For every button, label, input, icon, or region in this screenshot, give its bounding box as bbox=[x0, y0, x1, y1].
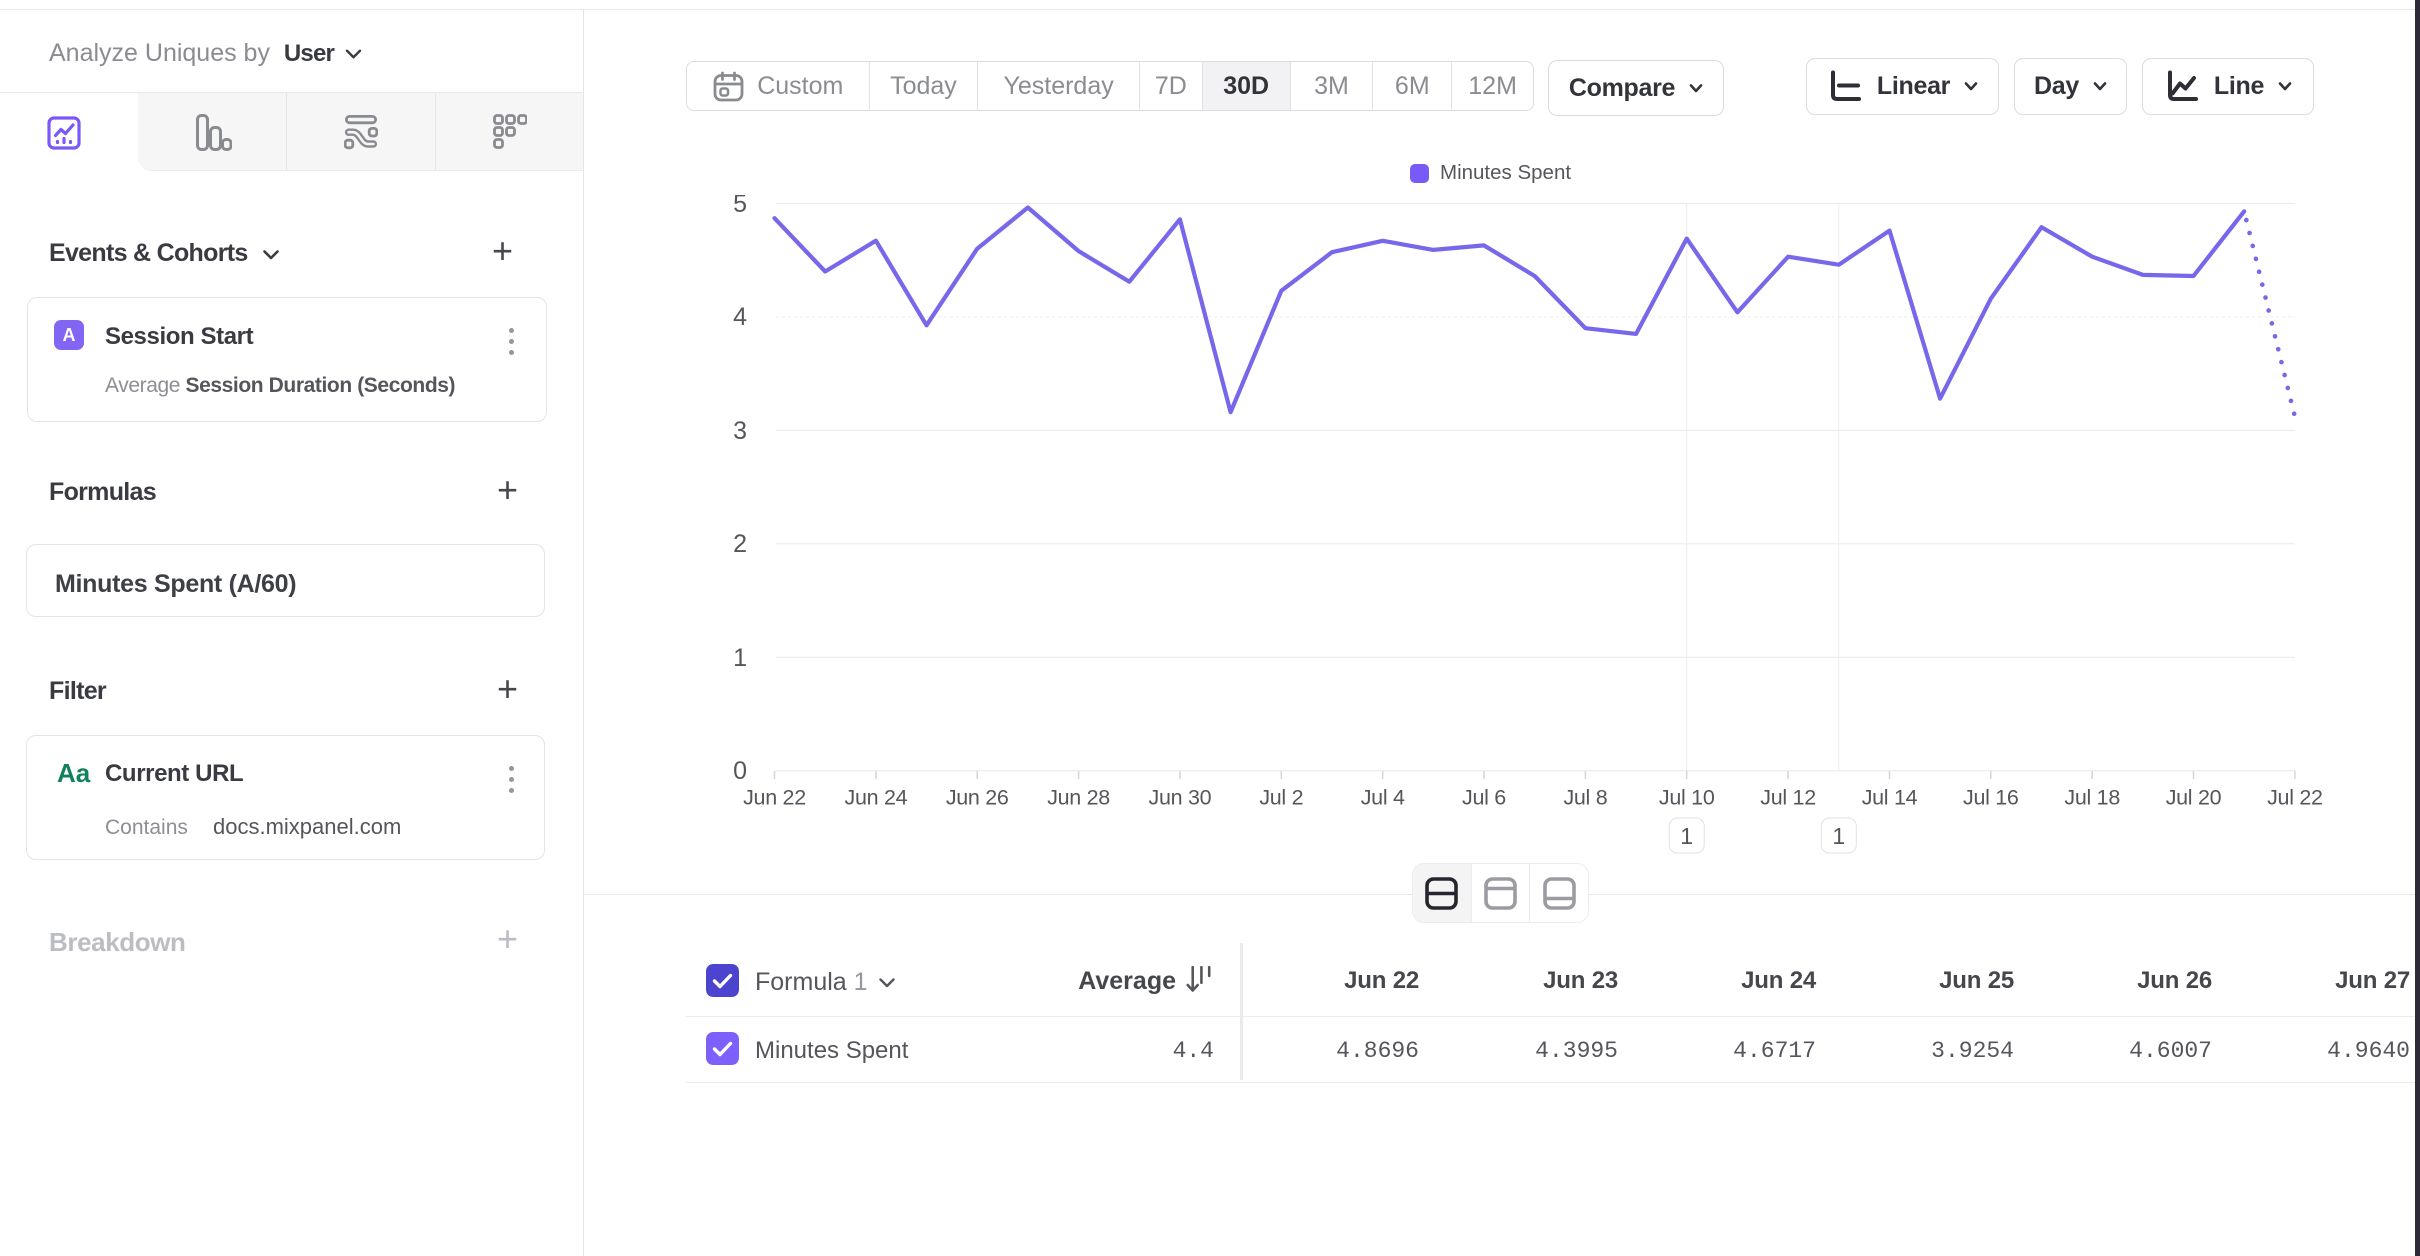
svg-text:Jul 12: Jul 12 bbox=[1760, 786, 1816, 810]
svg-text:1: 1 bbox=[1832, 823, 1845, 849]
svg-text:Jul 20: Jul 20 bbox=[2166, 786, 2222, 810]
svg-text:3: 3 bbox=[733, 417, 747, 445]
svg-text:4: 4 bbox=[733, 303, 747, 331]
svg-text:Jul 10: Jul 10 bbox=[1659, 786, 1715, 810]
svg-text:Jul 8: Jul 8 bbox=[1563, 786, 1607, 810]
svg-text:Jun 22: Jun 22 bbox=[743, 786, 806, 810]
svg-text:Jul 2: Jul 2 bbox=[1259, 786, 1303, 810]
svg-text:Jul 18: Jul 18 bbox=[2064, 786, 2120, 810]
svg-text:Jul 16: Jul 16 bbox=[1963, 786, 2019, 810]
svg-text:5: 5 bbox=[733, 195, 747, 218]
svg-text:0: 0 bbox=[733, 757, 747, 785]
svg-text:2: 2 bbox=[733, 530, 747, 558]
svg-text:Jul 6: Jul 6 bbox=[1462, 786, 1506, 810]
svg-text:Jun 26: Jun 26 bbox=[946, 786, 1009, 810]
svg-text:1: 1 bbox=[1680, 823, 1693, 849]
svg-text:Jul 4: Jul 4 bbox=[1361, 786, 1405, 810]
svg-text:Jun 28: Jun 28 bbox=[1047, 786, 1110, 810]
svg-text:Jul 14: Jul 14 bbox=[1862, 786, 1918, 810]
svg-text:Jun 30: Jun 30 bbox=[1149, 786, 1212, 810]
svg-text:Jul 22: Jul 22 bbox=[2267, 786, 2323, 810]
svg-text:1: 1 bbox=[733, 644, 747, 672]
svg-text:Jun 24: Jun 24 bbox=[845, 786, 908, 810]
